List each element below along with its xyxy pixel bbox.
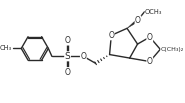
Text: O: O <box>80 52 86 61</box>
Text: O: O <box>147 57 153 66</box>
Polygon shape <box>127 19 138 28</box>
Text: O: O <box>65 36 70 45</box>
Text: O: O <box>135 16 141 25</box>
Text: C(CH₃)₂: C(CH₃)₂ <box>161 47 184 52</box>
Text: OCH₃: OCH₃ <box>145 9 162 15</box>
Text: O: O <box>108 31 114 40</box>
Text: O: O <box>65 68 70 77</box>
Text: O: O <box>147 33 153 42</box>
Text: CH₃: CH₃ <box>0 45 12 51</box>
Text: S: S <box>65 52 70 61</box>
